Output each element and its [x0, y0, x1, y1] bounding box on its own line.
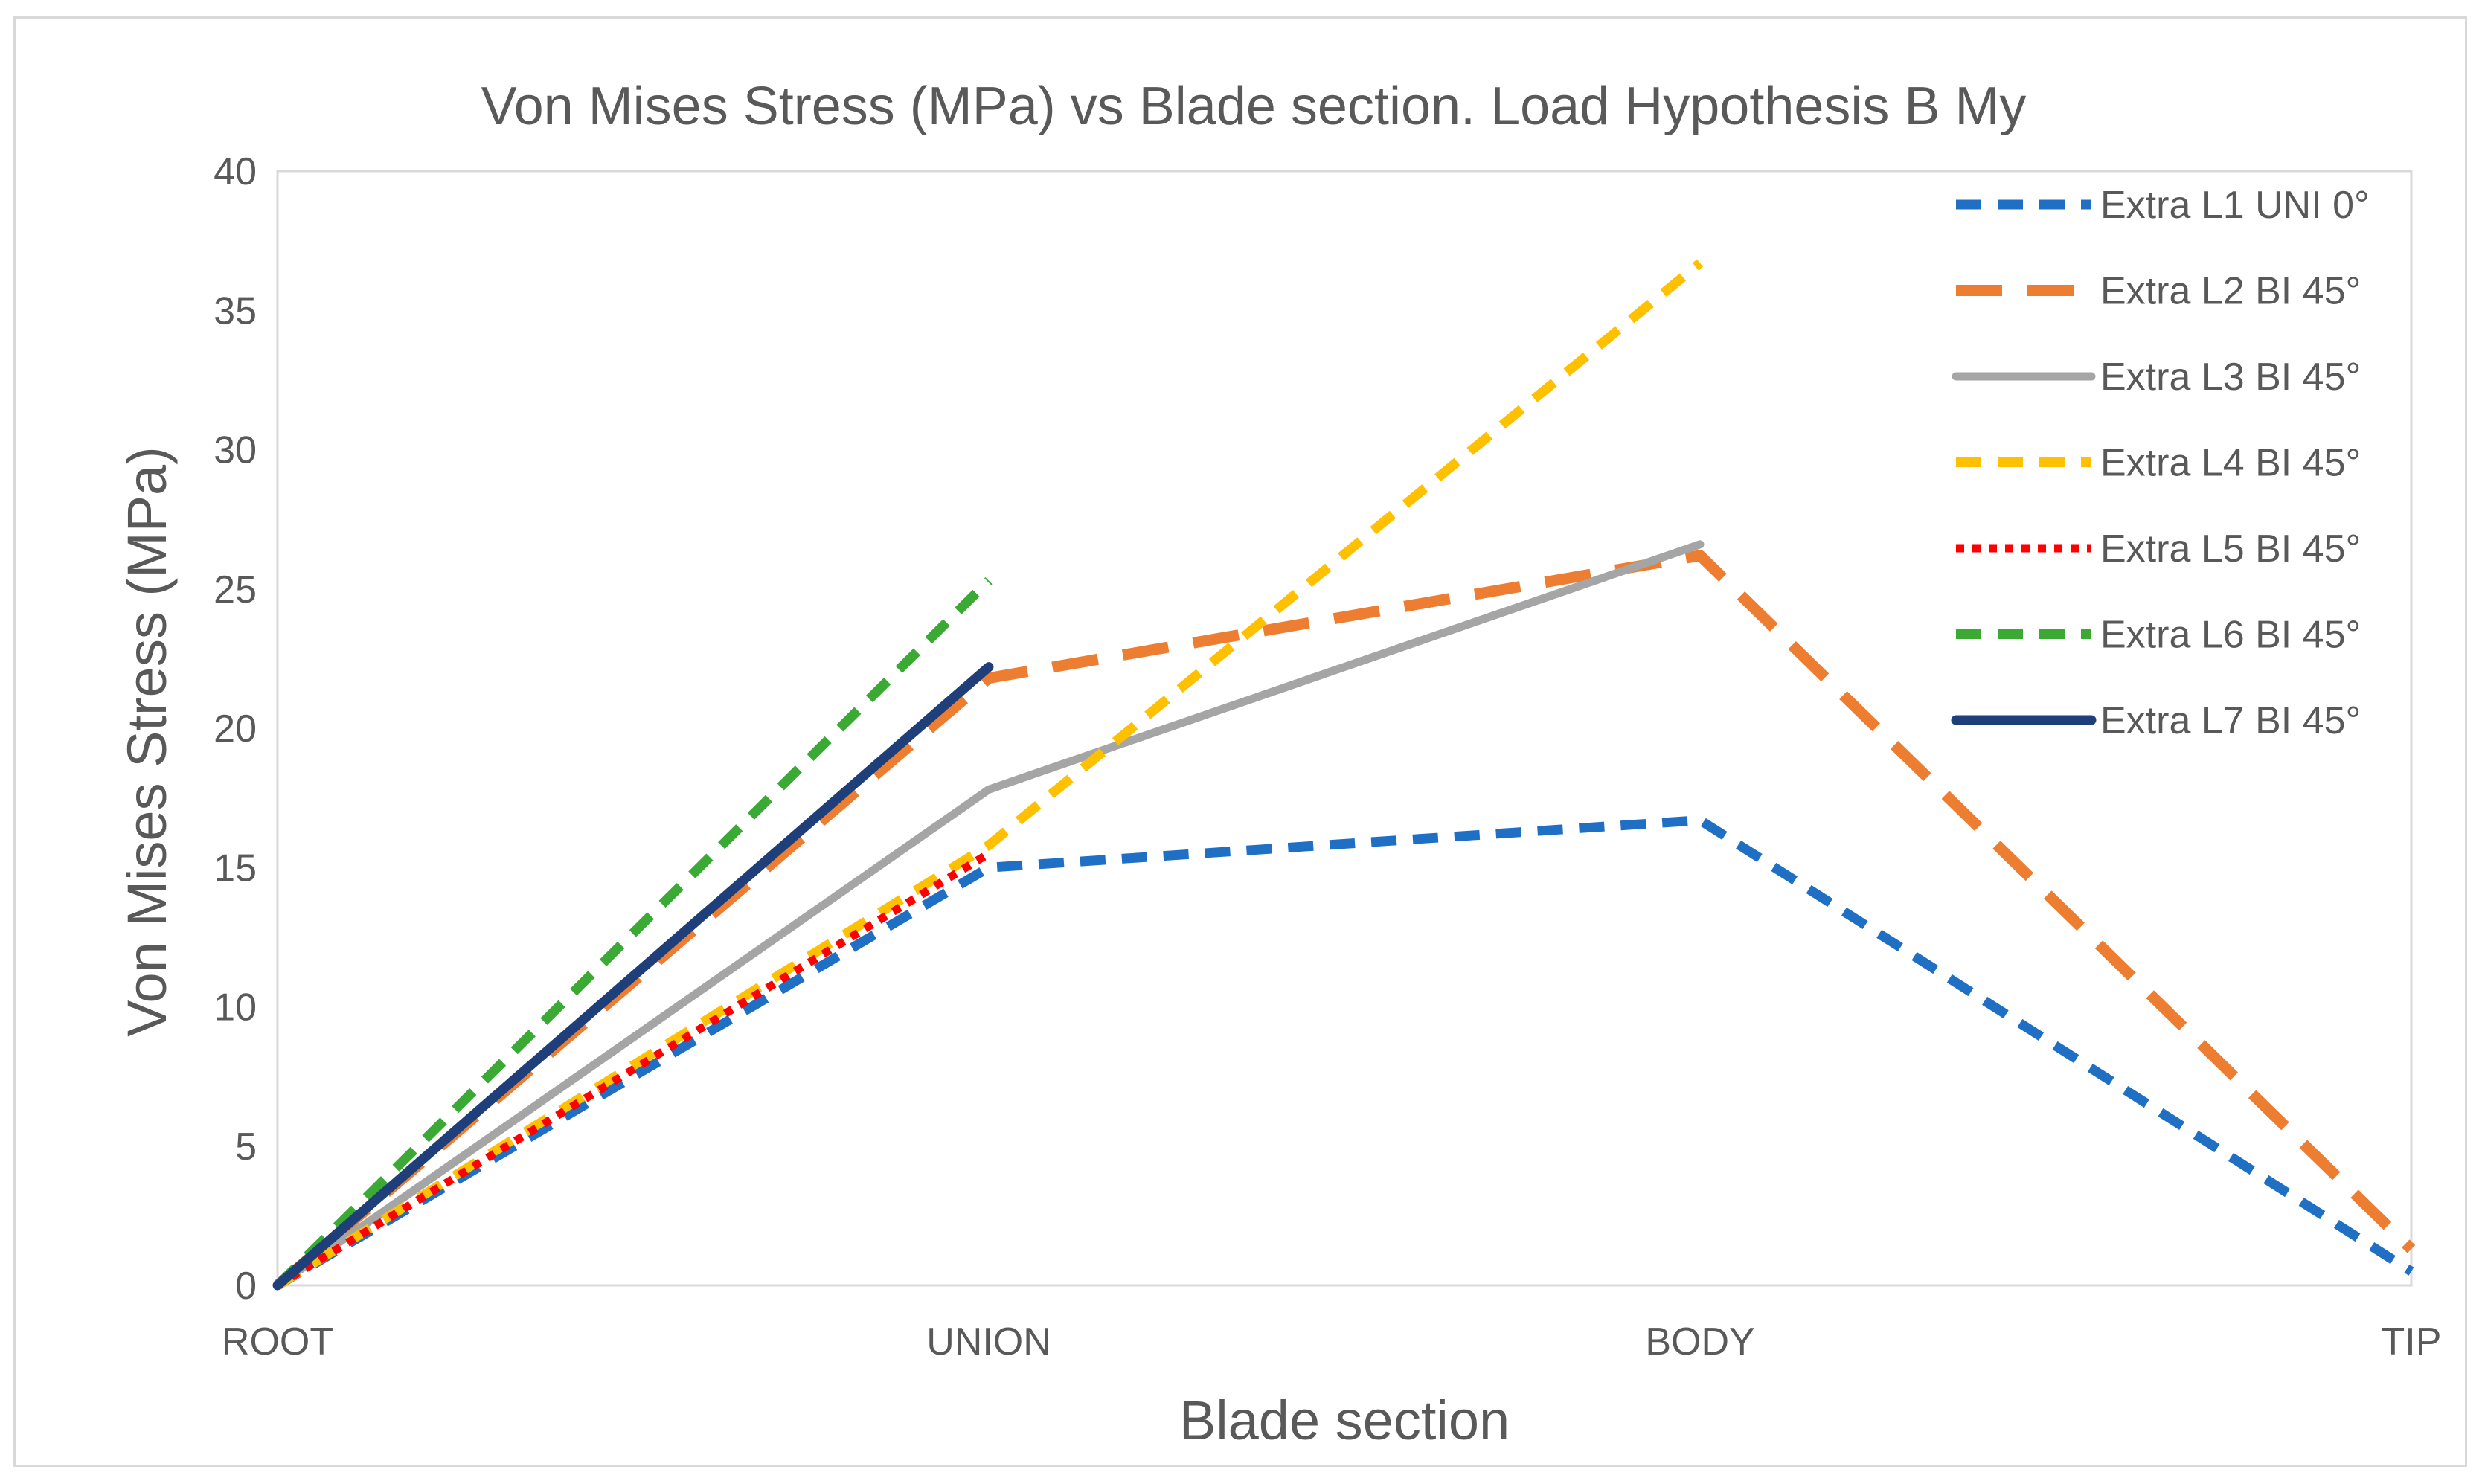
x-tick-label: BODY	[1645, 1320, 1754, 1363]
legend-label-4: Extra L4 BI 45°	[2100, 442, 2361, 485]
legend-label-6: Extra L6 BI 45°	[2100, 614, 2361, 657]
series-layer	[272, 259, 2416, 1291]
y-axis-title: Von Mises Stress (MPa)	[116, 446, 178, 1037]
y-axis-ticks: 0 5 10 15 20 25 30 35 40	[214, 150, 257, 1308]
legend-label-2: Extra L2 BI 45°	[2100, 270, 2361, 313]
y-tick-label: 30	[214, 429, 257, 472]
series-line-6	[274, 576, 993, 1289]
legend-label-5: Extra L5 BI 45°	[2100, 527, 2361, 571]
legend-label-7: Extra L7 BI 45°	[2100, 699, 2361, 742]
x-tick-label: ROOT	[222, 1320, 333, 1363]
plot-border	[276, 170, 2413, 1287]
chart-title: Von Mises Stress (MPa) vs Blade section.…	[481, 77, 2027, 136]
series-line-1	[275, 815, 2414, 1290]
line-chart: Von Mises Stress (MPa) vs Blade section.…	[116, 77, 2442, 1451]
x-tick-label: UNION	[926, 1320, 1051, 1363]
y-tick-label: 10	[214, 986, 257, 1030]
x-tick-label: TIP	[2382, 1320, 2442, 1363]
y-tick-label: 40	[214, 150, 257, 193]
y-tick-label: 5	[235, 1125, 257, 1169]
y-tick-label: 35	[214, 289, 257, 333]
legend: Extra L1 UNI 0° Extra L2 BI 45° Extra L3 B…	[1951, 184, 2370, 742]
series-line-3	[273, 540, 1705, 1290]
y-tick-label: 25	[214, 568, 257, 611]
series-line-7	[272, 662, 994, 1291]
y-tick-label: 20	[214, 707, 257, 751]
legend-label-3: Extra L3 BI 45°	[2100, 356, 2361, 399]
series-line-4	[275, 259, 1704, 1290]
legend-label-1: Extra L1 UNI 0°	[2100, 184, 2370, 227]
y-tick-label: 0	[235, 1265, 257, 1308]
x-axis-ticks: ROOT UNION BODY TIP	[222, 1320, 2442, 1363]
x-axis-title: Blade section	[1179, 1390, 1510, 1451]
chart-frame: Von Mises Stress (MPa) vs Blade section.…	[13, 16, 2467, 1467]
y-tick-label: 15	[214, 847, 257, 890]
plot-area	[276, 170, 2413, 1287]
series-line-5	[275, 849, 991, 1289]
